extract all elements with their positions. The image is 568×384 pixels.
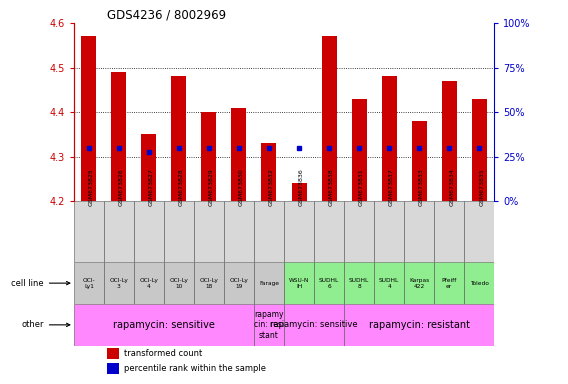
Text: OCI-Ly
18: OCI-Ly 18	[199, 278, 218, 288]
Text: GSM673838: GSM673838	[329, 168, 334, 206]
Text: GSM673828: GSM673828	[179, 168, 184, 206]
Bar	[164, 262, 194, 304]
Text: GSM673835: GSM673835	[479, 168, 484, 206]
Bar	[104, 262, 134, 304]
Text: GSM673827: GSM673827	[149, 168, 154, 206]
Text: GSM673833: GSM673833	[419, 168, 424, 206]
Bar	[412, 121, 427, 201]
Text: transformed count: transformed count	[124, 349, 203, 358]
Bar	[374, 262, 404, 304]
Bar	[194, 201, 224, 262]
Bar	[404, 201, 434, 262]
Text: rapamycin: sensitive: rapamycin: sensitive	[270, 320, 358, 329]
Text: WSU-N
IH: WSU-N IH	[289, 278, 309, 288]
Text: GDS4236 / 8002969: GDS4236 / 8002969	[107, 9, 227, 22]
Text: OCI-Ly
4: OCI-Ly 4	[140, 278, 158, 288]
Text: OCI-Ly
19: OCI-Ly 19	[229, 278, 248, 288]
Bar	[471, 99, 487, 201]
Bar	[74, 304, 254, 346]
Text: GSM673832: GSM673832	[269, 168, 274, 206]
Bar	[321, 36, 336, 201]
Text: rapamy
cin: resi
stant: rapamy cin: resi stant	[254, 310, 284, 340]
Text: cell line: cell line	[11, 279, 70, 288]
Bar	[254, 262, 284, 304]
Bar	[194, 262, 224, 304]
Text: GSM673826: GSM673826	[119, 168, 124, 206]
Text: rapamycin: sensitive: rapamycin: sensitive	[113, 320, 215, 330]
Bar	[434, 201, 464, 262]
Text: Pfeiff
er: Pfeiff er	[441, 278, 457, 288]
Bar	[74, 262, 104, 304]
Bar	[434, 262, 464, 304]
Bar	[107, 348, 119, 359]
Bar	[232, 108, 247, 201]
Bar	[104, 201, 134, 262]
Bar	[284, 304, 344, 346]
Bar	[111, 72, 126, 201]
Bar	[374, 201, 404, 262]
Bar	[352, 99, 366, 201]
Bar	[344, 304, 494, 346]
Text: GSM673831: GSM673831	[359, 168, 364, 206]
Bar	[382, 76, 396, 201]
Text: GSM673830: GSM673830	[239, 168, 244, 206]
Bar	[224, 201, 254, 262]
Text: SUDHL
8: SUDHL 8	[349, 278, 369, 288]
Bar	[464, 262, 494, 304]
Bar	[81, 36, 97, 201]
Bar	[164, 201, 194, 262]
Text: rapamycin: resistant: rapamycin: resistant	[369, 320, 470, 330]
Bar	[254, 304, 284, 346]
Text: OCI-
Ly1: OCI- Ly1	[82, 278, 95, 288]
Bar	[291, 183, 307, 201]
Text: GSM673836: GSM673836	[299, 168, 304, 206]
Text: other: other	[22, 320, 70, 329]
Text: Karpas
422: Karpas 422	[409, 278, 429, 288]
Bar	[224, 262, 254, 304]
Text: OCI-Ly
3: OCI-Ly 3	[110, 278, 128, 288]
Bar	[464, 201, 494, 262]
Bar	[314, 201, 344, 262]
Text: Farage: Farage	[259, 281, 279, 286]
Text: GSM673829: GSM673829	[209, 168, 214, 206]
Bar	[172, 76, 186, 201]
Text: SUDHL
6: SUDHL 6	[319, 278, 339, 288]
Bar	[284, 262, 314, 304]
Text: Toledo: Toledo	[470, 281, 488, 286]
Bar	[404, 262, 434, 304]
Bar	[344, 201, 374, 262]
Text: percentile rank within the sample: percentile rank within the sample	[124, 364, 266, 373]
Bar	[261, 143, 277, 201]
Text: SUDHL
4: SUDHL 4	[379, 278, 399, 288]
Bar	[134, 262, 164, 304]
Text: OCI-Ly
10: OCI-Ly 10	[169, 278, 189, 288]
Text: GSM673837: GSM673837	[389, 168, 394, 206]
Bar	[344, 262, 374, 304]
Text: GSM673834: GSM673834	[449, 168, 454, 206]
Bar	[141, 134, 156, 201]
Bar	[314, 262, 344, 304]
Bar	[202, 112, 216, 201]
Text: GSM673825: GSM673825	[89, 168, 94, 206]
Bar	[134, 201, 164, 262]
Bar	[74, 201, 104, 262]
Bar	[284, 201, 314, 262]
Bar	[107, 363, 119, 374]
Bar	[442, 81, 457, 201]
Bar	[254, 201, 284, 262]
